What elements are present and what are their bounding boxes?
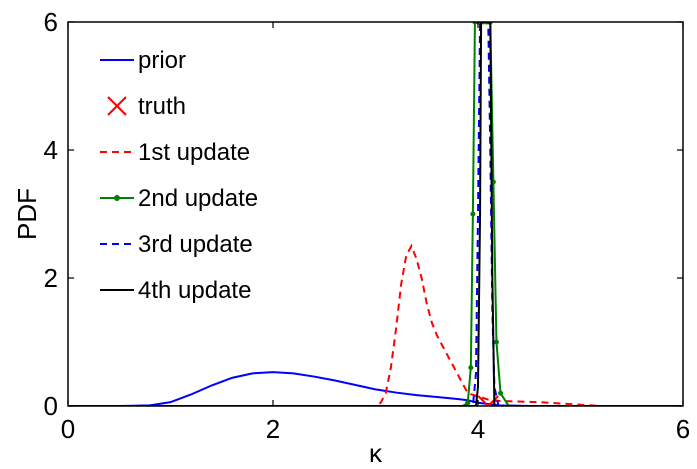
series-2nd-update-point xyxy=(465,400,471,406)
series-prior-line xyxy=(68,371,683,406)
legend-item-1st-update: 1st update xyxy=(100,139,250,166)
legend-item-3rd-update: 3rd update xyxy=(100,231,253,258)
legend-item-2nd-update: 2nd update xyxy=(100,185,258,212)
legend-label: 2nd update xyxy=(138,185,258,212)
y-tick-label: 6 xyxy=(44,7,58,37)
x-tick-label: 0 xyxy=(61,414,75,444)
series-2nd-update-point xyxy=(498,390,504,396)
legend-item-truth: truth xyxy=(107,93,186,120)
legend-label: prior xyxy=(138,47,186,74)
series-2nd-update-point xyxy=(468,365,474,371)
x-tick-label: 4 xyxy=(471,414,485,444)
legend-item-4th-update: 4th update xyxy=(100,277,251,304)
series-2nd-update-point xyxy=(493,339,499,345)
legend-label: 1st update xyxy=(138,139,250,166)
series-3rd-update-line xyxy=(68,22,683,406)
y-axis-label: PDF xyxy=(12,188,42,240)
ticks: 0 2 4 6 0 2 4 6 xyxy=(44,7,691,444)
axes-box xyxy=(67,21,684,407)
legend-label: 4th update xyxy=(138,277,251,304)
legend-swatch xyxy=(107,96,127,116)
x-tick-label: 6 xyxy=(676,414,690,444)
legend-label: truth xyxy=(138,93,186,120)
legend: prior truth 1st update 2nd update 3rd update… xyxy=(100,47,258,304)
plot-lines xyxy=(68,22,683,406)
legend-label: 3rd update xyxy=(138,231,253,258)
series-4th-update-line xyxy=(68,22,683,406)
y-tick-label: 2 xyxy=(44,263,58,293)
series-1st-update-line xyxy=(68,243,683,406)
legend-item-prior: prior xyxy=(100,47,186,74)
x-tick-label: 2 xyxy=(266,414,280,444)
series-2nd-update-point xyxy=(470,211,476,217)
y-tick-label: 0 xyxy=(44,391,58,421)
series-2nd-update-line xyxy=(68,22,683,406)
x-axis-label: κ xyxy=(369,438,383,468)
legend-swatch-dot xyxy=(114,195,120,201)
y-tick-label: 4 xyxy=(44,135,58,165)
